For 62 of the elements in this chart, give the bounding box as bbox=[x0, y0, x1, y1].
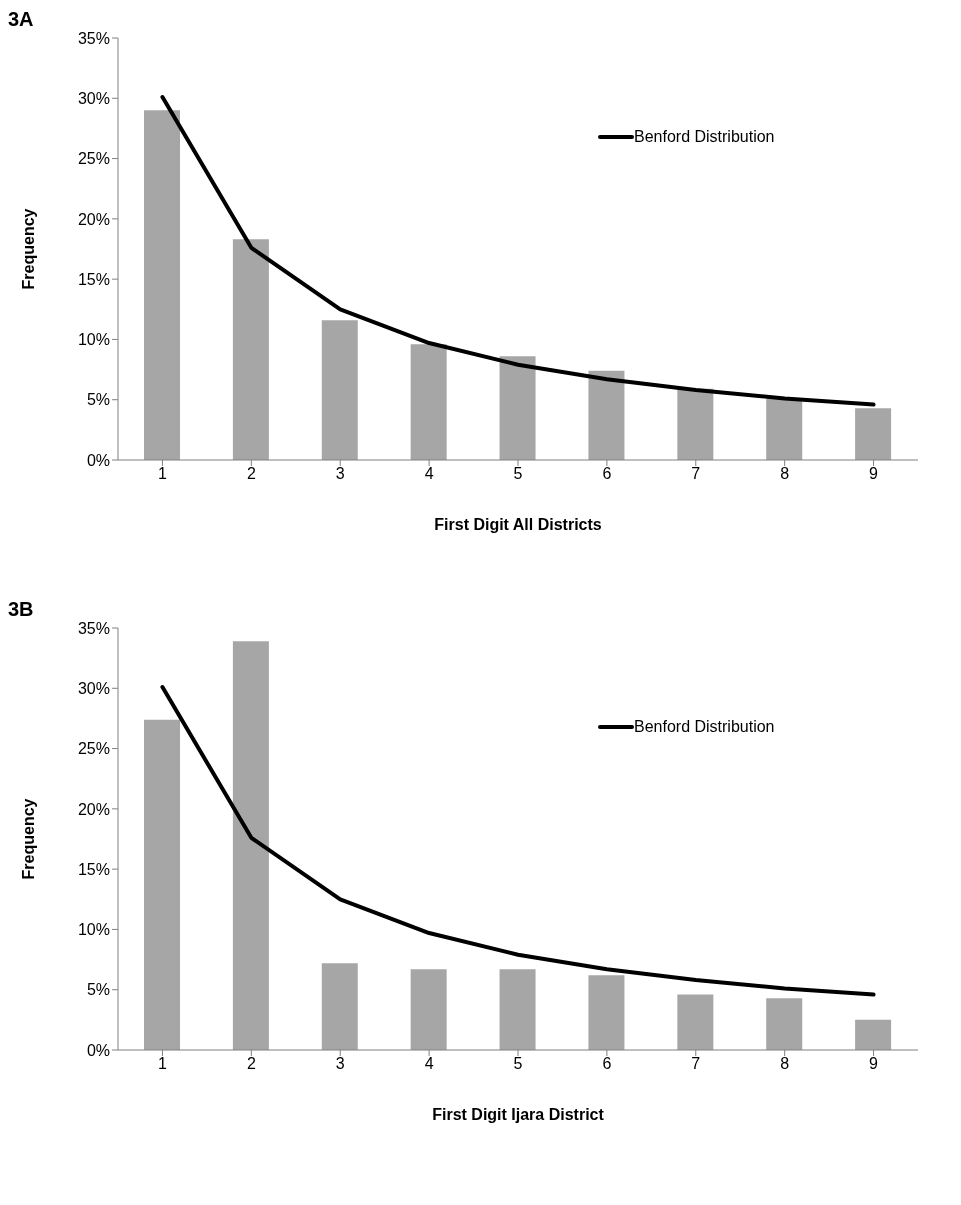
y-tick-label: 5% bbox=[86, 391, 110, 409]
bar bbox=[232, 641, 269, 1050]
x-tick-label: 3 bbox=[335, 1055, 345, 1073]
y-tick-label: 30% bbox=[77, 679, 110, 697]
y-tick-label: 10% bbox=[77, 921, 110, 939]
x-tick-label: 5 bbox=[513, 465, 523, 483]
x-tick-label: 9 bbox=[869, 465, 879, 483]
bar bbox=[144, 110, 180, 460]
line-series bbox=[160, 95, 876, 407]
y-tick-label: 35% bbox=[77, 29, 110, 47]
y-tick-label: 25% bbox=[77, 740, 110, 758]
bar bbox=[410, 969, 447, 1050]
bar bbox=[588, 975, 625, 1050]
bar bbox=[766, 998, 803, 1050]
x-axis-title: First Digit All Districts bbox=[434, 516, 602, 533]
bar bbox=[321, 320, 358, 460]
x-tick-label: 2 bbox=[246, 465, 256, 483]
y-axis-title: Frequency bbox=[19, 798, 37, 880]
line-series bbox=[160, 685, 876, 997]
x-tick-label: 6 bbox=[602, 465, 612, 483]
y-tick-label: 15% bbox=[77, 860, 110, 878]
x-tick-label: 5 bbox=[513, 1055, 523, 1073]
x-tick-label: 1 bbox=[157, 1055, 167, 1073]
bar bbox=[588, 370, 625, 460]
x-tick-label: 7 bbox=[691, 1055, 701, 1073]
y-tick-label: 0% bbox=[86, 1041, 110, 1059]
y-axis-title: Frequency bbox=[19, 208, 37, 290]
bar bbox=[499, 969, 536, 1050]
x-tick-label: 1 bbox=[157, 465, 167, 483]
x-tick-label: 4 bbox=[424, 465, 434, 483]
x-tick-label: 2 bbox=[246, 1055, 256, 1073]
x-tick-label: 8 bbox=[780, 1055, 790, 1073]
x-tick-label: 8 bbox=[780, 465, 790, 483]
y-tick-label: 35% bbox=[77, 619, 110, 637]
x-tick-label: 9 bbox=[869, 1055, 879, 1073]
y-tick-label: 25% bbox=[77, 150, 110, 168]
bar bbox=[855, 1019, 892, 1050]
bar bbox=[232, 239, 269, 460]
x-tick-label: 3 bbox=[335, 465, 345, 483]
bar bbox=[410, 344, 447, 460]
y-tick-label: 10% bbox=[77, 331, 110, 349]
y-tick-label: 30% bbox=[77, 89, 110, 107]
bar bbox=[677, 388, 714, 460]
bar bbox=[144, 719, 180, 1050]
x-tick-label: 4 bbox=[424, 1055, 434, 1073]
bar bbox=[499, 356, 536, 460]
legend-label: Benford Distribution bbox=[634, 128, 775, 146]
x-tick-label: 6 bbox=[602, 1055, 612, 1073]
y-tick-label: 20% bbox=[77, 210, 110, 228]
x-tick-label: 7 bbox=[691, 465, 701, 483]
y-tick-label: 15% bbox=[77, 270, 110, 288]
y-tick-label: 20% bbox=[77, 800, 110, 818]
chart-title: 3B bbox=[8, 598, 34, 621]
x-axis-title: First Digit Ijara District bbox=[432, 1106, 605, 1123]
bar bbox=[677, 994, 714, 1050]
chart-title: 3A bbox=[8, 8, 34, 31]
bar bbox=[855, 408, 892, 460]
bar bbox=[766, 398, 803, 460]
y-tick-label: 0% bbox=[86, 451, 110, 469]
bar bbox=[321, 963, 358, 1050]
y-tick-label: 5% bbox=[86, 981, 110, 999]
legend-label: Benford Distribution bbox=[634, 718, 775, 736]
